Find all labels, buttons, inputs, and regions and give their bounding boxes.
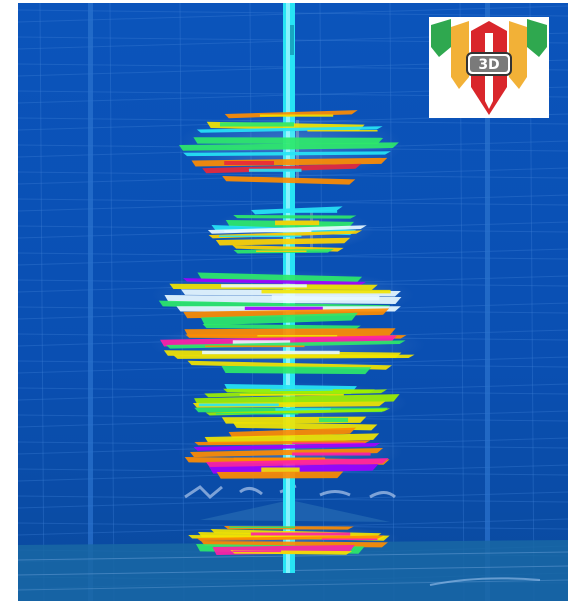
data-slice-4 [150,321,426,375]
data-slice-6 [177,427,403,479]
formation-data-slices [150,110,426,555]
data-slice-1 [177,110,403,185]
3d-shield-logo-icon: 3D [431,19,547,115]
data-slice-5 [188,382,408,431]
logo-text: 3D [478,57,499,73]
grid-post-right [485,3,490,601]
data-slice-7 [180,524,400,555]
3d-logo: 3D [429,17,549,118]
data-slice-2 [207,206,375,254]
grid-post-left [88,3,93,601]
data-slice-3 [151,270,415,326]
